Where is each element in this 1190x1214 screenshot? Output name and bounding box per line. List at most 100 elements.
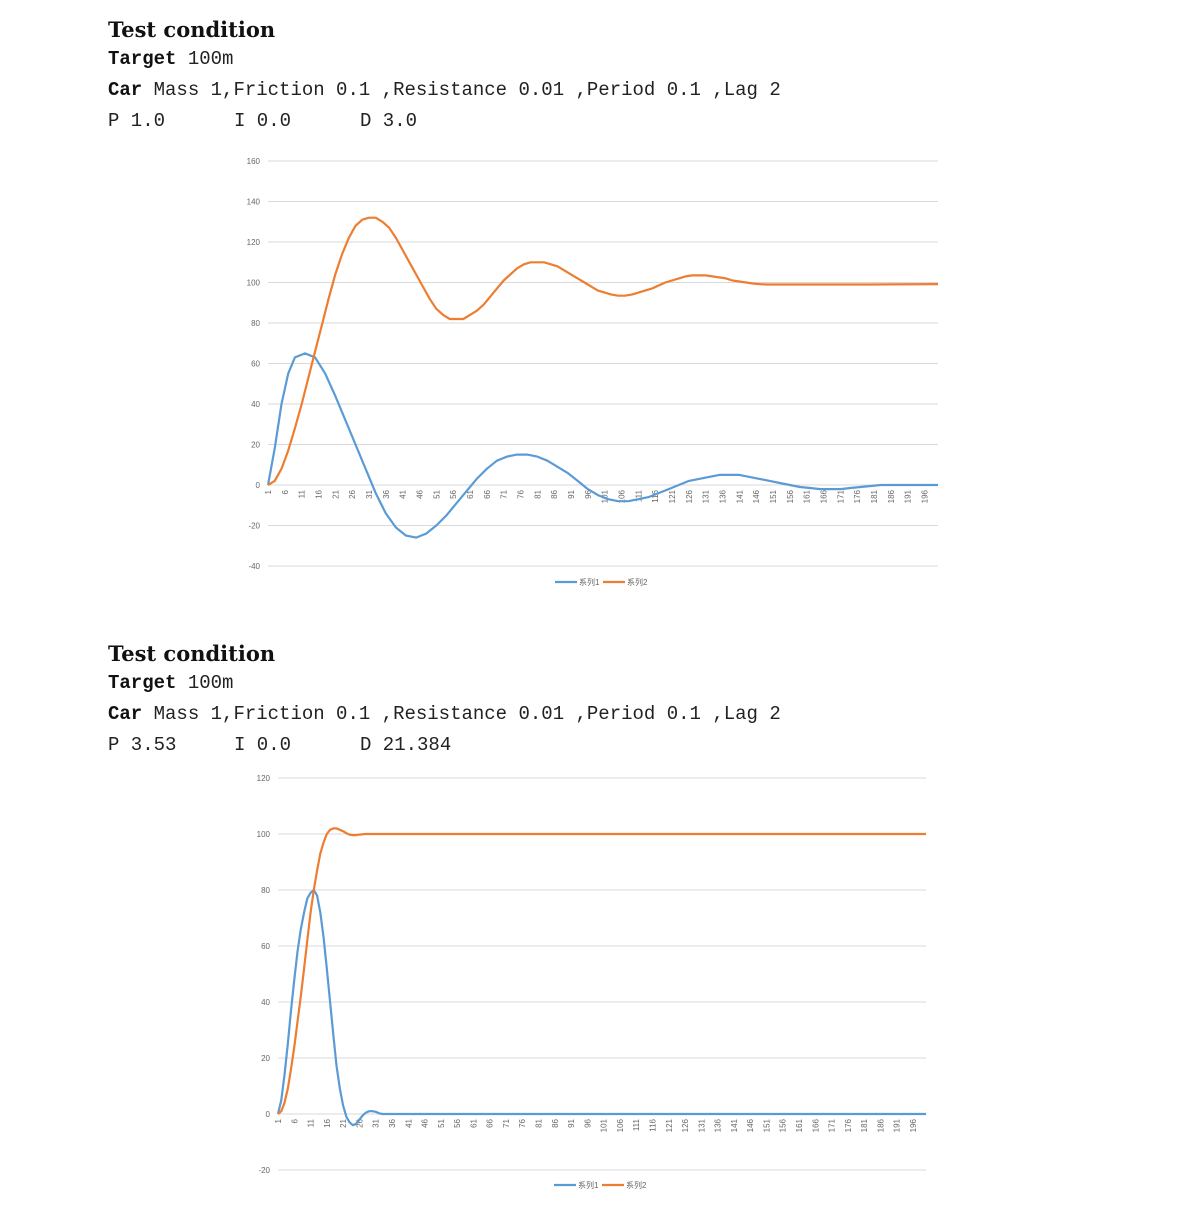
test-condition-block-2: Test condition Target 100m Car Mass 1,Fr… xyxy=(108,640,781,761)
x-tick-label: 96 xyxy=(584,489,593,498)
y-tick-label: 20 xyxy=(261,1054,270,1063)
car-line: Car Mass 1,Friction 0.1 ,Resistance 0.01… xyxy=(108,699,781,730)
x-tick-label: 176 xyxy=(853,489,862,503)
car-key: Car xyxy=(108,703,143,725)
x-tick-label: 66 xyxy=(486,1118,495,1127)
car-params: Mass 1,Friction 0.1 ,Resistance 0.01 ,Pe… xyxy=(153,79,781,101)
x-tick-label: 186 xyxy=(887,489,896,503)
x-tick-label: 101 xyxy=(601,489,610,503)
x-tick-label: 101 xyxy=(600,1118,609,1132)
x-tick-label: 121 xyxy=(665,1118,674,1132)
x-tick-label: 126 xyxy=(685,489,694,503)
target-line: Target 100m xyxy=(108,44,781,75)
x-tick-label: 26 xyxy=(355,1118,364,1127)
x-tick-label: 121 xyxy=(668,489,677,503)
x-tick-label: 56 xyxy=(449,489,458,498)
x-tick-label: 61 xyxy=(469,1118,478,1127)
y-tick-label: 60 xyxy=(261,942,270,951)
x-tick-label: 151 xyxy=(762,1118,771,1132)
y-tick-label: 60 xyxy=(251,360,260,369)
x-tick-label: 1 xyxy=(264,489,273,494)
x-tick-label: 46 xyxy=(421,1118,430,1127)
y-tick-label: 120 xyxy=(247,238,261,247)
x-tick-label: 176 xyxy=(844,1118,853,1132)
x-tick-label: 146 xyxy=(746,1118,755,1132)
x-tick-label: 41 xyxy=(399,489,408,498)
series-line-1 xyxy=(266,352,938,539)
x-tick-label: 196 xyxy=(909,1118,918,1132)
y-tick-label: 0 xyxy=(256,481,261,490)
y-tick-label: 80 xyxy=(261,886,270,895)
x-tick-label: 136 xyxy=(714,1118,723,1132)
y-tick-label: 40 xyxy=(251,400,260,409)
x-tick-label: 86 xyxy=(551,1118,560,1127)
x-tick-label: 171 xyxy=(828,1118,837,1132)
y-tick-label: 100 xyxy=(247,279,261,288)
car-line: Car Mass 1,Friction 0.1 ,Resistance 0.01… xyxy=(108,75,781,106)
x-tick-label: 156 xyxy=(779,1118,788,1132)
x-tick-label: 141 xyxy=(730,1118,739,1132)
x-tick-label: 116 xyxy=(651,489,660,502)
y-tick-label: 140 xyxy=(247,198,261,207)
x-tick-label: 51 xyxy=(432,489,441,498)
x-tick-label: 36 xyxy=(382,489,391,498)
target-value: 100m xyxy=(187,48,234,70)
x-tick-label: 116 xyxy=(648,1118,657,1131)
x-tick-label: 21 xyxy=(331,489,340,498)
d-gain: D 21.384 xyxy=(360,734,452,756)
y-tick-label: 160 xyxy=(247,157,261,166)
x-tick-label: 61 xyxy=(466,489,475,498)
x-tick-label: 51 xyxy=(437,1118,446,1127)
x-tick-label: 76 xyxy=(518,1118,527,1127)
y-tick-label: 0 xyxy=(266,1110,271,1119)
x-tick-label: 131 xyxy=(697,1118,706,1132)
x-tick-label: 151 xyxy=(769,489,778,503)
x-tick-label: 191 xyxy=(893,1118,902,1132)
x-tick-label: 191 xyxy=(904,489,913,503)
series-line-2 xyxy=(277,827,926,1115)
target-key: Target xyxy=(108,672,177,694)
x-tick-label: 31 xyxy=(372,1118,381,1127)
legend-label: 系列1 xyxy=(579,577,600,587)
y-tick-label: -20 xyxy=(248,522,260,531)
x-tick-label: 106 xyxy=(616,1118,625,1132)
x-tick-label: 1 xyxy=(274,1118,283,1123)
x-tick-label: 141 xyxy=(735,489,744,503)
x-tick-label: 181 xyxy=(870,489,879,503)
x-tick-label: 171 xyxy=(836,489,845,503)
x-tick-label: 91 xyxy=(567,489,576,498)
y-tick-label: 20 xyxy=(251,441,260,450)
x-tick-label: 81 xyxy=(535,1118,544,1127)
pid-line: P 1.0 I 0.0 D 3.0 xyxy=(108,106,781,137)
series-line-1 xyxy=(276,888,926,1127)
x-tick-label: 126 xyxy=(681,1118,690,1132)
x-tick-label: 106 xyxy=(618,489,627,503)
x-tick-label: 136 xyxy=(719,489,728,503)
x-tick-label: 16 xyxy=(323,1118,332,1127)
x-tick-label: 36 xyxy=(388,1118,397,1127)
i-gain: I 0.0 xyxy=(234,110,292,132)
x-tick-label: 146 xyxy=(752,489,761,503)
p-gain: P 1.0 xyxy=(108,110,166,132)
x-tick-label: 31 xyxy=(365,489,374,498)
x-tick-label: 71 xyxy=(500,489,509,498)
y-tick-label: 120 xyxy=(257,774,271,783)
x-tick-label: 11 xyxy=(307,1118,316,1127)
pid-line: P 3.53 I 0.0 D 21.384 xyxy=(108,730,781,761)
y-tick-label: -40 xyxy=(248,562,260,571)
x-tick-label: 71 xyxy=(502,1118,511,1127)
x-tick-label: 56 xyxy=(453,1118,462,1127)
pid-response-chart-1: -40 -20 0 20 40 60 80 100 120 140 160 1 6 1 1 16 21 26 31 3… xyxy=(247,157,939,587)
y-tick-label: -20 xyxy=(258,1166,270,1175)
x-tick-label: 111 xyxy=(634,489,643,502)
x-tick-label: 6 xyxy=(290,1118,299,1123)
legend-label: 系列2 xyxy=(627,577,648,587)
x-tick-label: 86 xyxy=(550,489,559,498)
x-tick-label: 26 xyxy=(348,489,357,498)
y-tick-label: 80 xyxy=(251,319,260,328)
x-tick-label: 161 xyxy=(795,1118,804,1132)
x-tick-label: 11 xyxy=(298,489,307,498)
x-tick-label: 81 xyxy=(533,489,542,498)
x-tick-label: 96 xyxy=(583,1118,592,1127)
